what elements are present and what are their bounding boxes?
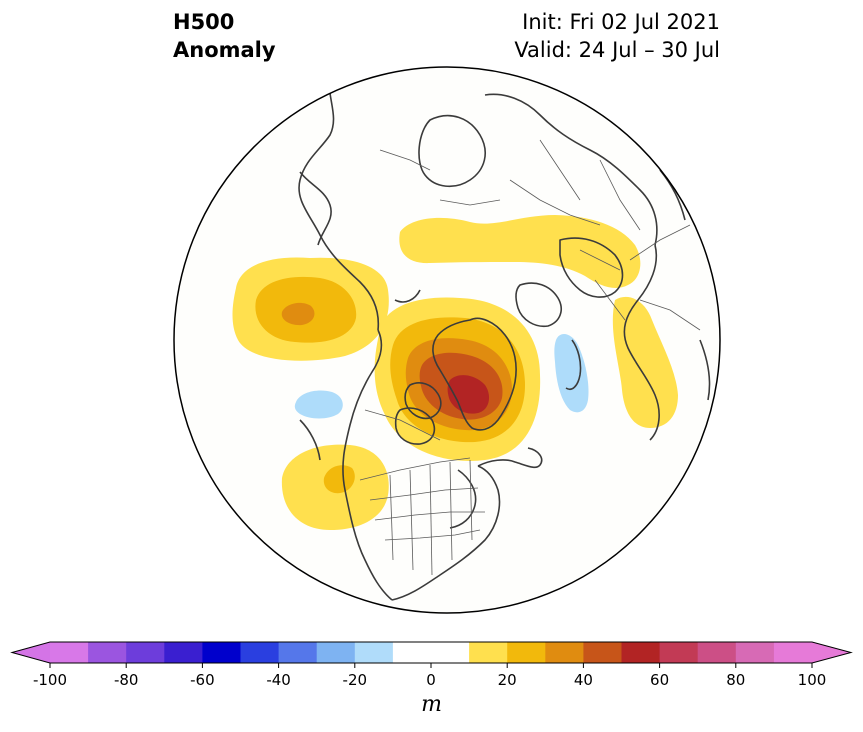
colorbar-tick-label: 80	[726, 671, 745, 689]
negative-anomaly-western-europe-atlantic	[554, 333, 589, 413]
valid-range: Valid: 24 Jul – 30 Jul	[514, 38, 720, 62]
colorbar-segment	[316, 642, 356, 663]
polar-map	[173, 66, 721, 614]
colorbar-extend-low	[12, 642, 50, 663]
colorbar-segment	[621, 642, 661, 663]
colorbar-segment	[431, 642, 470, 663]
positive-anomaly-greenland	[374, 297, 541, 461]
colorbar-segment	[278, 642, 318, 663]
colorbar-tick-label: 20	[498, 671, 517, 689]
positive-anomaly-europe	[612, 296, 678, 428]
negative-anomaly-east-pacific	[294, 390, 343, 419]
colorbar-tick-label: 100	[798, 671, 827, 689]
colorbar-tick-label: -100	[33, 671, 67, 689]
colorbar-ticks: -100 -80 -60 -40 -20 0 20 40 60 80 100	[33, 663, 826, 689]
political-borders	[359, 139, 701, 576]
colorbar-segment	[164, 642, 203, 663]
colorbar-tick-label: -60	[190, 671, 215, 689]
init-date: Init: Fri 02 Jul 2021	[522, 10, 720, 34]
colorbar-segment	[202, 642, 241, 663]
colorbar-segment	[88, 642, 127, 663]
colorbar-segment	[469, 642, 508, 663]
colorbar-extend-high	[812, 642, 851, 663]
colorbar-segment	[545, 642, 584, 663]
colorbar-segment	[697, 642, 737, 663]
positive-anomaly-western-north-america	[281, 444, 389, 530]
colorbar-segment	[507, 642, 546, 663]
colorbar-tick-label: -40	[266, 671, 291, 689]
colorbar-segment	[583, 642, 622, 663]
colorbar-tick-label: 40	[574, 671, 593, 689]
map-title: H500 Anomaly	[173, 8, 276, 64]
colorbar-tick-label: 0	[426, 671, 436, 689]
colorbar-segment	[659, 642, 699, 663]
title-line-2: Anomaly	[173, 38, 276, 62]
colorbar-segment	[354, 642, 394, 663]
colorbar-tick-label: 60	[650, 671, 669, 689]
colorbar-unit: m	[421, 692, 442, 717]
colorbar-tick-label: -80	[114, 671, 139, 689]
title-line-1: H500	[173, 10, 235, 34]
colorbar-segment	[392, 642, 432, 663]
colorbar-segment	[240, 642, 280, 663]
colorbar-segments	[10, 641, 853, 664]
colorbar: -100 -80 -60 -40 -20 0 20 40 60 80 100	[10, 641, 853, 689]
colorbar-tick-label: -20	[343, 671, 368, 689]
globe-outline	[173, 66, 721, 614]
positive-anomaly-north-pacific	[232, 257, 389, 361]
map-subtitle: Init: Fri 02 Jul 2021 Valid: 24 Jul – 30…	[514, 8, 720, 64]
positive-anomaly-northern-eurasia	[399, 215, 641, 289]
colorbar-segment	[735, 642, 775, 663]
colorbar-segment	[50, 642, 89, 663]
colorbar-segment	[773, 642, 813, 663]
colorbar-segment	[126, 642, 165, 663]
